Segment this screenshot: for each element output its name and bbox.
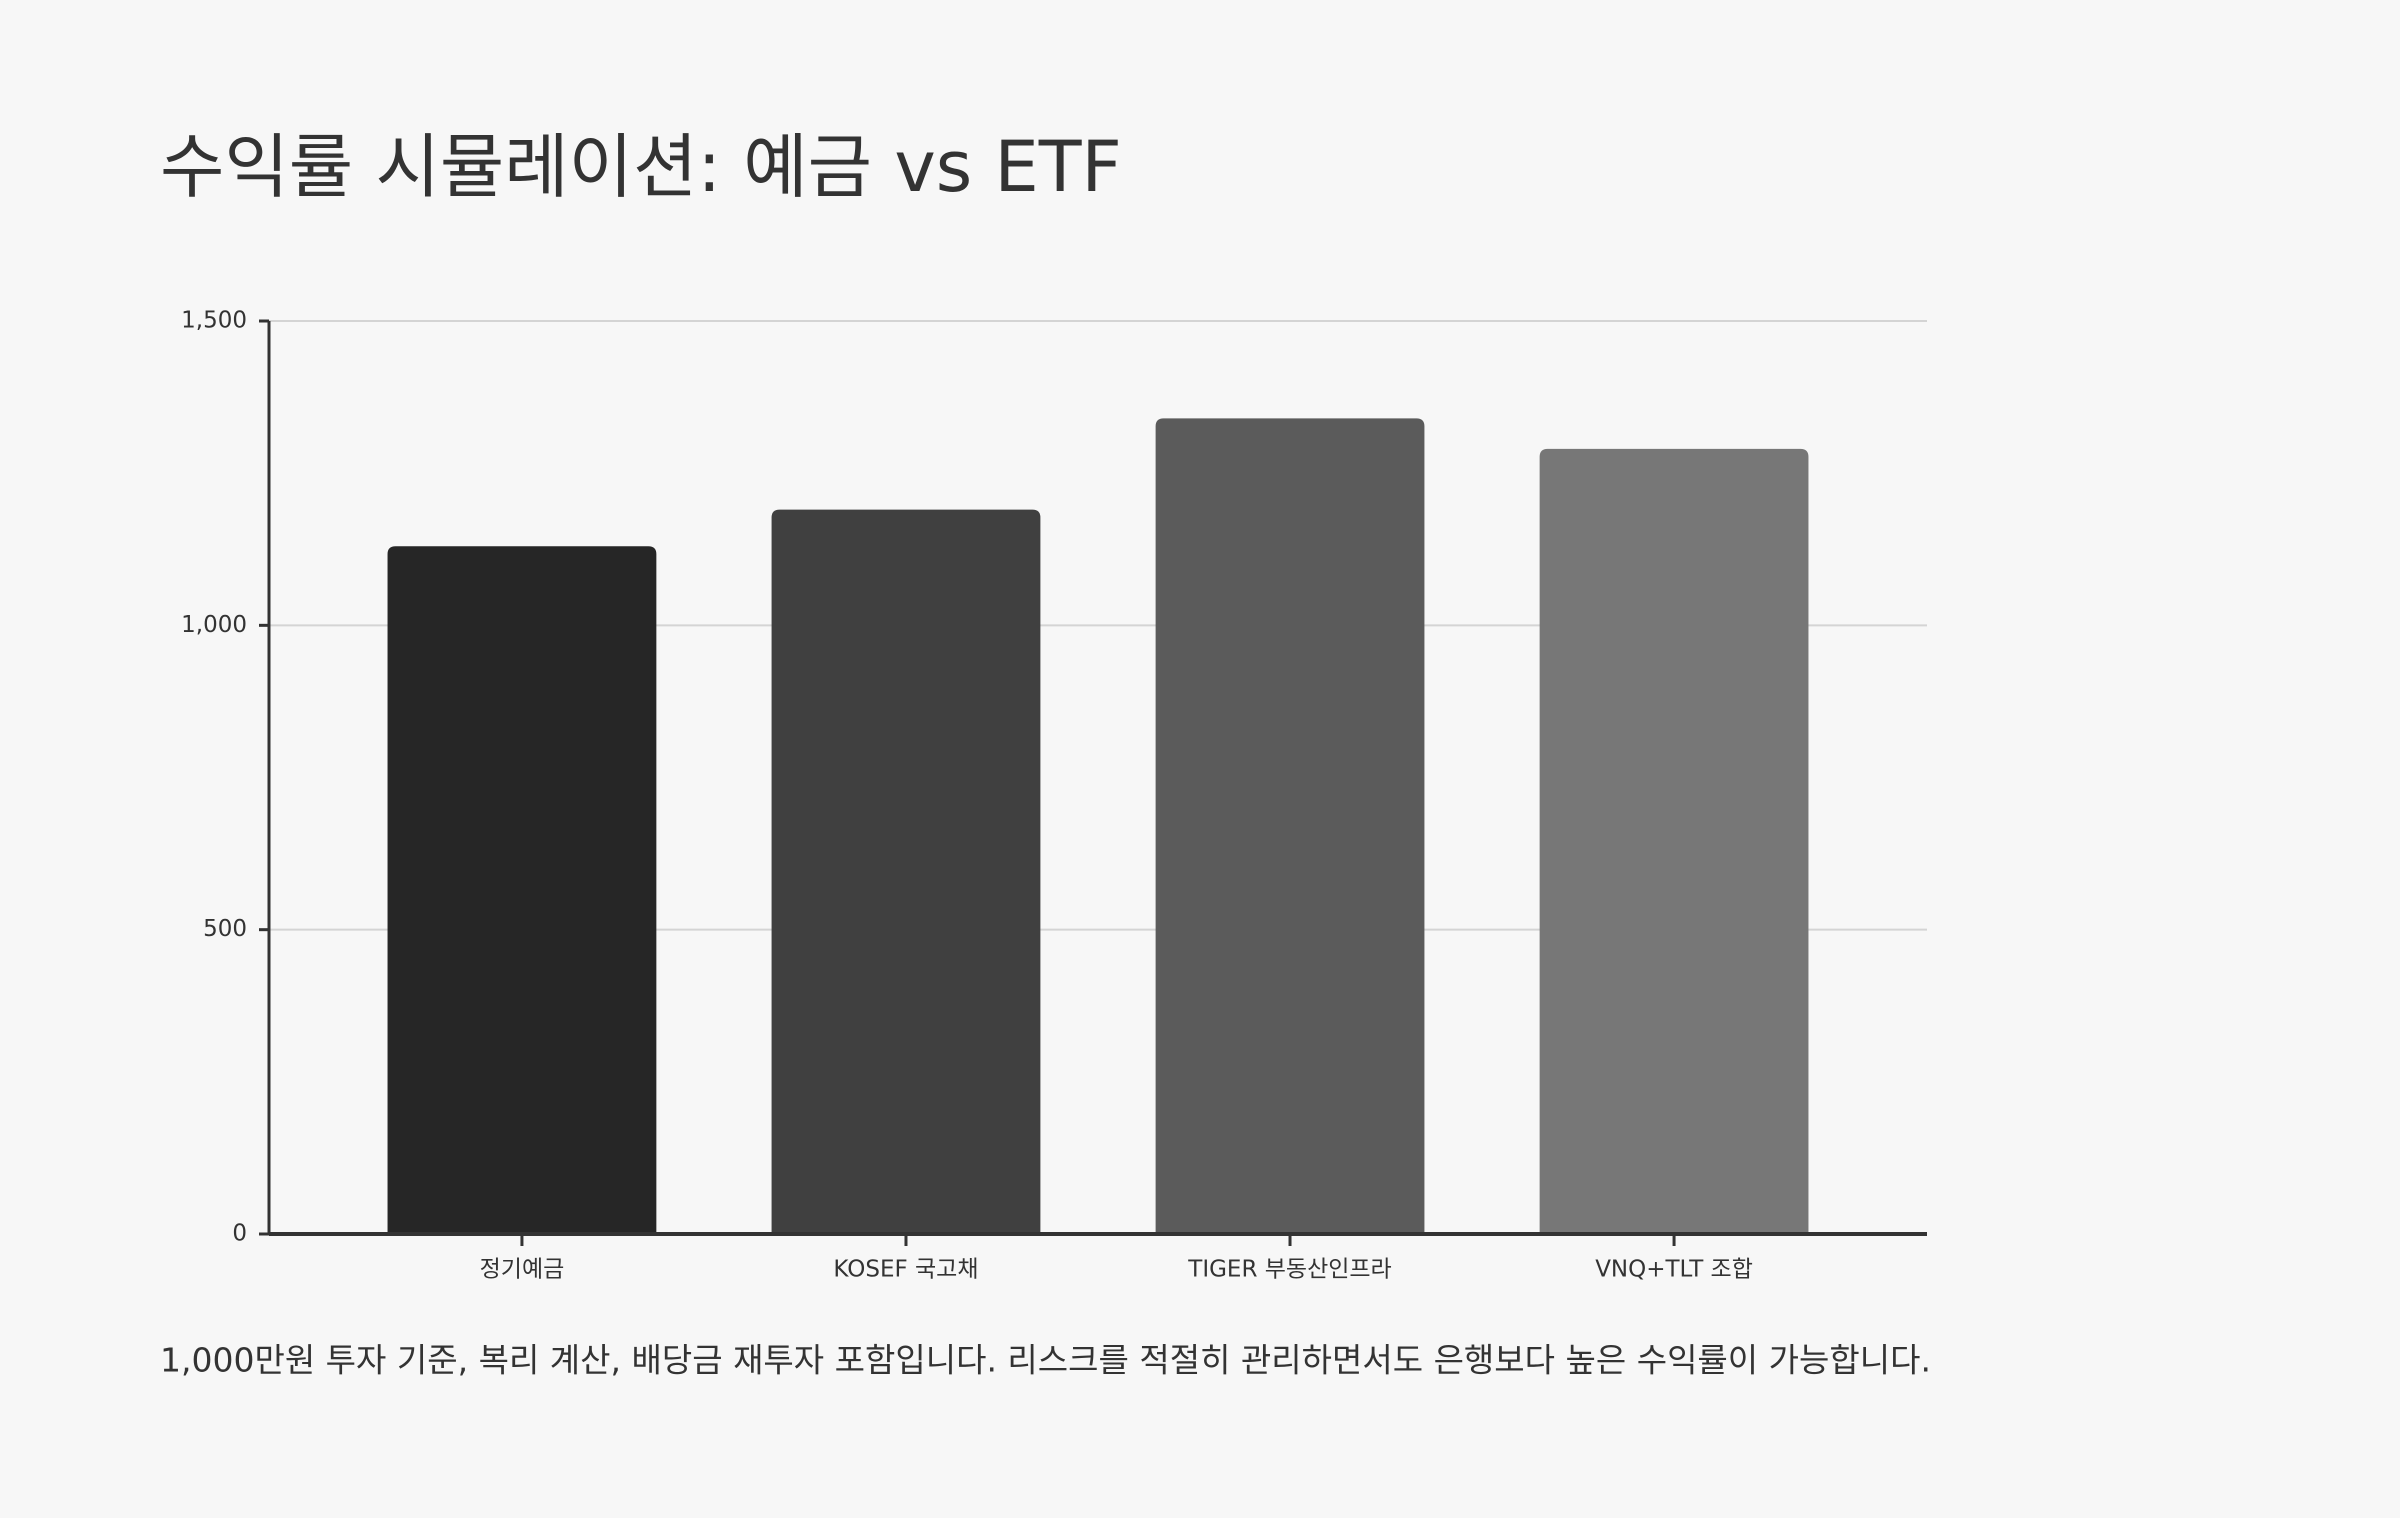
bar <box>771 509 1041 1235</box>
x-tick-label: 정기예금 <box>480 1257 565 1283</box>
caption: 1,000만원 투자 기준, 복리 계산, 배당금 재투자 포함입니다. 리스크… <box>160 1341 1931 1380</box>
chart-title: 수익률 시뮬레이션: 예금 vs ETF <box>160 126 1122 208</box>
x-tick-label: VNQ+TLT 조합 <box>1595 1257 1753 1283</box>
y-tick-label: 0 <box>232 1221 247 1247</box>
y-tick-label: 1,500 <box>181 308 247 334</box>
bar <box>1155 418 1425 1234</box>
bar <box>1539 448 1809 1234</box>
x-tick-label: KOSEF 국고채 <box>833 1257 978 1283</box>
bar <box>387 546 657 1234</box>
x-tick-label: TIGER 부동산인프라 <box>1187 1257 1391 1283</box>
y-tick-label: 1,000 <box>181 612 247 638</box>
y-tick-label: 500 <box>203 916 247 942</box>
